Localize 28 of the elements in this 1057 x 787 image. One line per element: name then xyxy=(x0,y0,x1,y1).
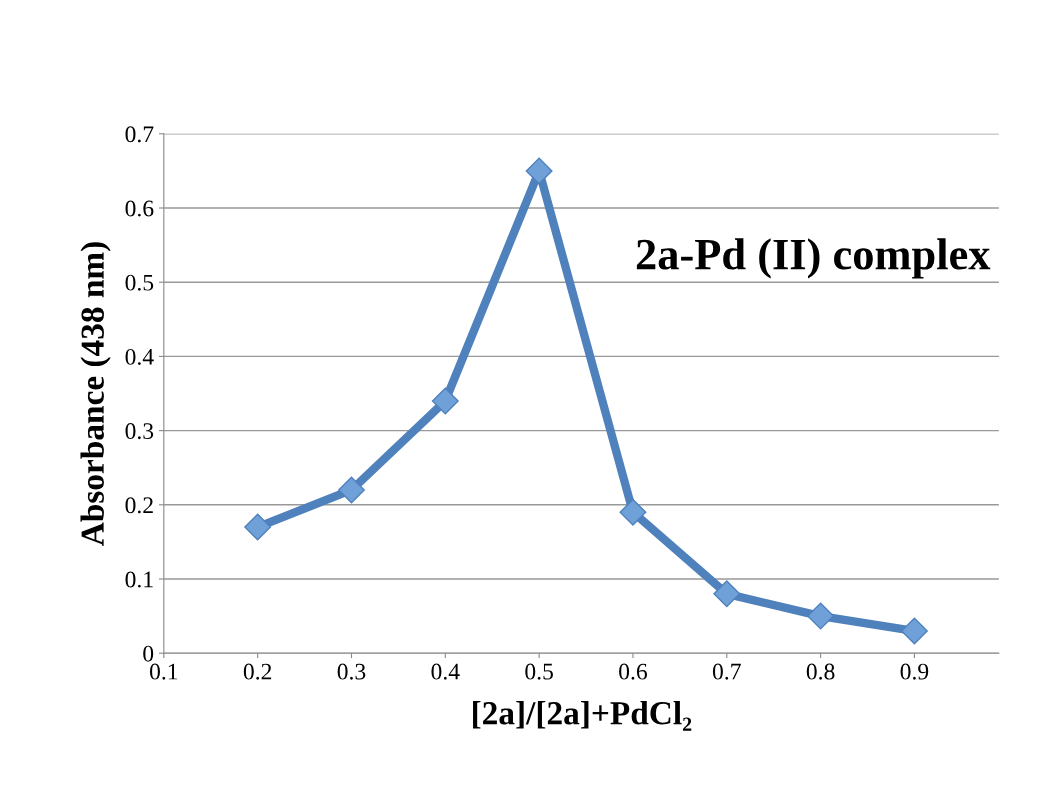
y-tick-label: 0.5 xyxy=(125,274,154,291)
x-tick-label: 0.9 xyxy=(900,663,929,680)
x-tick-label: 0.2 xyxy=(243,663,272,680)
x-tick-label: 0.6 xyxy=(619,663,648,680)
y-tick-label: 0.3 xyxy=(125,423,154,440)
x-tick-label: 0.7 xyxy=(712,663,741,680)
point xyxy=(525,157,553,185)
y-tick-label: 0 xyxy=(143,645,154,662)
x-tick-label: 0.5 xyxy=(525,663,553,680)
point xyxy=(807,602,835,630)
point xyxy=(431,387,459,415)
x-tick-label: 0.1 xyxy=(149,663,178,680)
y-tick-label: 0.6 xyxy=(125,200,154,217)
point xyxy=(338,476,365,504)
x-tick-label: 0.3 xyxy=(337,663,366,680)
point xyxy=(244,513,272,541)
y-axis-title: Absorbance (438 nm) xyxy=(80,242,111,546)
point xyxy=(713,580,741,608)
x-axis-title: [2a]/[2a]+PdCl₂ xyxy=(473,701,692,731)
y-tick-label: 0.1 xyxy=(125,571,153,588)
x-tick-label: 0.4 xyxy=(431,663,460,680)
y-tick-label: 0.4 xyxy=(125,348,154,365)
annotation: 2a-Pd (II) complex xyxy=(636,238,991,279)
point xyxy=(900,617,928,645)
y-tick-label: 0.7 xyxy=(125,126,154,143)
x-tick-label: 0.8 xyxy=(806,663,835,680)
point xyxy=(619,498,647,526)
y-tick-label: 0.2 xyxy=(125,497,153,514)
